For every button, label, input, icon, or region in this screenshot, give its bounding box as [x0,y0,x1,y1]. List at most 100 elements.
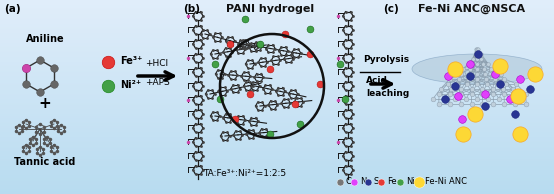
Bar [0,111,554,112]
Bar [0,29,554,30]
Bar [0,38,554,39]
Bar [0,104,554,105]
Bar [0,138,554,139]
Bar [0,11,554,12]
Bar [0,52,554,53]
Bar [0,44,554,45]
Bar [0,49,554,50]
Bar [0,141,554,142]
Bar [0,176,554,177]
Text: +: + [39,96,52,112]
Text: Ni²⁺: Ni²⁺ [120,80,141,90]
Bar [0,108,554,109]
Bar [0,10,554,11]
Bar [0,115,554,116]
Bar [0,190,554,191]
Bar [0,92,554,93]
Text: Fe³⁺: Fe³⁺ [120,56,142,66]
Bar [0,119,554,120]
Bar [0,153,554,154]
Bar [0,149,554,150]
Bar [0,25,554,26]
Bar [0,144,554,145]
Bar [0,177,554,178]
Bar [0,136,554,137]
Bar [0,128,554,129]
Bar [0,151,554,152]
Bar [0,7,554,8]
Bar [0,68,554,69]
Bar [0,179,554,180]
Bar [0,155,554,156]
Bar [0,8,554,9]
Bar [0,139,554,140]
Bar [0,14,554,15]
Bar [0,166,554,167]
Bar [0,81,554,82]
Bar [0,17,554,18]
Bar [0,35,554,36]
Bar [0,54,554,55]
Bar [0,64,554,65]
Bar [0,186,554,187]
Bar [0,43,554,44]
Bar [0,101,554,102]
Bar [0,58,554,59]
Bar [0,74,554,75]
Bar [0,80,554,81]
Bar [0,106,554,107]
Bar [0,131,554,132]
Bar [0,9,554,10]
Bar [0,127,554,128]
Bar [0,105,554,106]
Bar [0,172,554,173]
Bar [0,156,554,157]
Bar [0,126,554,127]
Bar [0,181,554,182]
Bar [0,114,554,115]
Bar [0,110,554,111]
Bar [0,91,554,92]
Bar [0,85,554,86]
Bar [0,71,554,72]
Bar [0,130,554,131]
Bar [0,158,554,159]
Bar [0,133,554,134]
Bar [0,163,554,164]
Bar [0,36,554,37]
Bar [0,161,554,162]
Bar [0,19,554,20]
Text: N: N [360,178,366,186]
Bar [0,167,554,168]
Bar [0,20,554,21]
Bar [0,102,554,103]
Bar [0,45,554,46]
Bar [0,65,554,66]
Bar [0,184,554,185]
Bar [0,46,554,47]
Bar [0,174,554,175]
Bar [0,109,554,110]
Bar [0,59,554,60]
Bar [0,162,554,163]
Bar [0,3,554,4]
Bar [0,1,554,2]
Bar [0,32,554,33]
Text: Tannic acid: Tannic acid [14,157,76,167]
Bar [0,31,554,32]
Bar [0,47,554,48]
Text: Ni: Ni [406,178,415,186]
Bar [0,89,554,90]
Bar [0,22,554,23]
Bar [0,23,554,24]
Bar [0,129,554,130]
Bar [0,147,554,148]
Bar [0,30,554,31]
Bar [0,183,554,184]
Bar [0,125,554,126]
Bar [0,178,554,179]
Text: Fe-Ni ANC@NSCA: Fe-Ni ANC@NSCA [418,4,526,14]
Bar [0,168,554,169]
Text: +HCl: +HCl [146,59,168,68]
Bar [0,152,554,153]
